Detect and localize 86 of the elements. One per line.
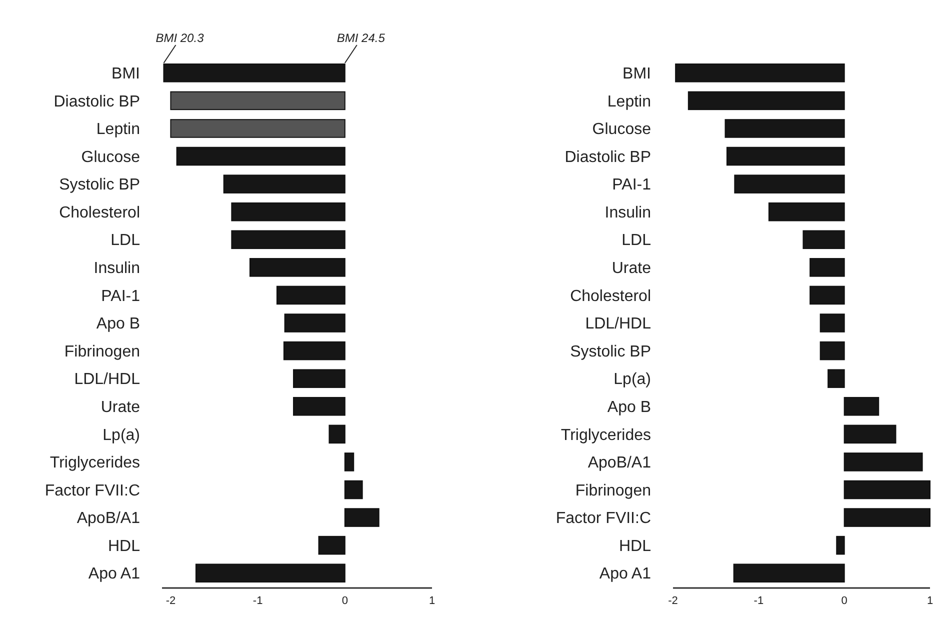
y-tick-label: Cholesterol xyxy=(570,288,651,305)
y-tick-label: Diastolic BP xyxy=(564,148,651,166)
y-tick-label: Apo A1 xyxy=(599,566,652,583)
y-tick-label: Cholesterol xyxy=(59,204,140,222)
x-tick-label: 0 xyxy=(342,594,348,607)
bar xyxy=(283,341,346,360)
bar xyxy=(810,258,845,277)
y-tick-label: HDL xyxy=(108,538,140,555)
bar xyxy=(231,230,346,250)
bar xyxy=(293,369,346,388)
bar xyxy=(675,64,845,82)
y-tick-label: Urate xyxy=(100,398,140,416)
bar xyxy=(344,480,363,500)
bar xyxy=(284,314,346,332)
x-tick-label: -2 xyxy=(166,594,176,607)
annotation: BMI 20.3 xyxy=(156,31,204,45)
bar xyxy=(328,424,346,444)
y-tick-label: Systolic BP xyxy=(570,343,651,360)
y-tick-label: Leptin xyxy=(607,93,651,110)
y-tick-label: Apo B xyxy=(607,398,651,416)
bar xyxy=(223,174,346,194)
bar xyxy=(318,536,346,555)
bar xyxy=(734,174,845,194)
y-tick-label: Urate xyxy=(612,260,652,278)
bar xyxy=(344,452,354,472)
y-tick-label: Lp(a) xyxy=(614,371,651,388)
bar xyxy=(344,508,380,527)
bar xyxy=(276,286,346,305)
y-tick-label: Diastolic BP xyxy=(54,93,140,110)
bar xyxy=(828,369,845,388)
y-tick-label: Triglycerides xyxy=(50,454,140,472)
bar xyxy=(844,480,930,500)
y-tick-label: LDL xyxy=(110,232,140,250)
bar xyxy=(293,396,346,416)
y-tick-label: Fibrinogen xyxy=(575,482,651,500)
bar xyxy=(170,91,346,110)
y-tick-label: Factor FVII:C xyxy=(556,510,651,528)
y-tick-label: ApoB/A1 xyxy=(76,510,140,528)
y-tick-label: Glucose xyxy=(592,121,652,138)
y-tick-label: HDL xyxy=(618,538,652,555)
bar xyxy=(249,258,346,277)
annotation: BMI 24.5 xyxy=(336,31,386,45)
y-tick-label: Lp(a) xyxy=(102,426,140,444)
y-tick-label: PAI-1 xyxy=(612,176,652,194)
y-tick-label: Factor FVII:C xyxy=(44,482,140,500)
x-tick-label: 1 xyxy=(926,594,934,607)
bar xyxy=(733,564,845,582)
y-tick-label: Fibrinogen xyxy=(64,343,140,360)
bar xyxy=(810,286,845,305)
x-tick-label: 0 xyxy=(841,594,848,607)
bar xyxy=(163,64,346,82)
bar xyxy=(820,341,845,360)
x-tick-label: 1 xyxy=(428,594,436,607)
x-tick-label: -2 xyxy=(668,594,678,607)
bar xyxy=(820,314,845,332)
y-tick-label: Apo A1 xyxy=(88,566,140,583)
bar xyxy=(768,202,845,222)
bar xyxy=(836,536,845,555)
y-tick-label: Leptin xyxy=(96,121,140,138)
bar xyxy=(726,146,845,166)
y-tick-label: Triglycerides xyxy=(560,426,651,444)
bar xyxy=(176,146,346,166)
y-tick-label: BMI xyxy=(112,65,140,82)
y-tick-label: BMI xyxy=(622,65,651,82)
bar xyxy=(844,424,896,444)
y-tick-label: Systolic BP xyxy=(59,176,140,194)
y-tick-label: LDL xyxy=(622,232,652,250)
x-tick-label: -1 xyxy=(754,594,764,607)
y-tick-label: ApoB/A1 xyxy=(588,454,652,472)
bar xyxy=(844,508,930,527)
y-tick-label: LDL/HDL xyxy=(74,371,140,388)
y-tick-label: Insulin xyxy=(604,204,651,222)
y-tick-label: Glucose xyxy=(81,148,140,166)
bar xyxy=(802,230,845,250)
y-tick-label: Insulin xyxy=(94,260,140,278)
bar xyxy=(844,452,923,472)
y-tick-label: PAI-1 xyxy=(101,288,140,305)
bar xyxy=(724,119,845,138)
bar xyxy=(170,119,346,138)
bar xyxy=(688,91,845,110)
y-tick-label: Apo B xyxy=(96,316,140,333)
x-tick-label: -1 xyxy=(252,594,263,607)
bar xyxy=(195,564,346,582)
bar xyxy=(231,202,346,222)
bar xyxy=(844,396,880,416)
y-tick-label: LDL/HDL xyxy=(585,316,652,333)
